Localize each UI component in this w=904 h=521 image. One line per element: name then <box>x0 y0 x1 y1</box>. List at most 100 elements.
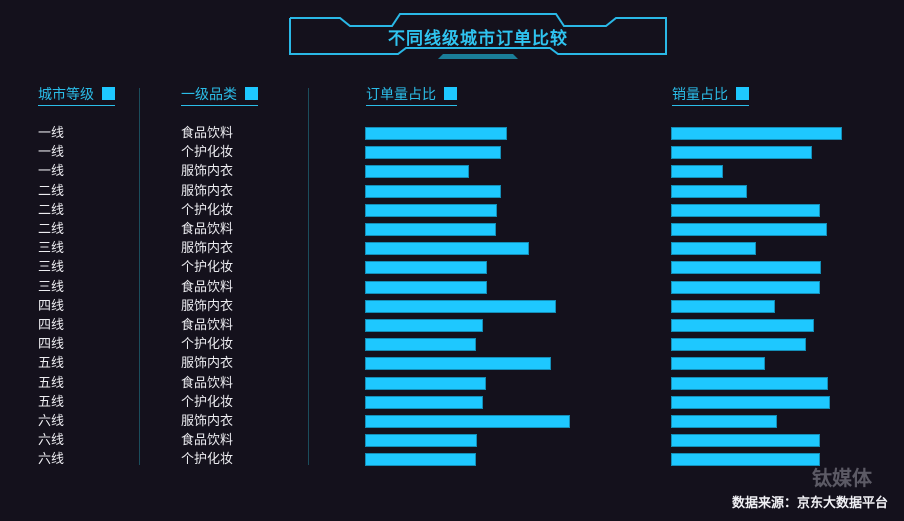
sales-share-bar <box>671 280 820 294</box>
city-level-label: 一线 <box>38 126 65 141</box>
city-level-label: 五线 <box>38 375 65 391</box>
table-row: 二线 个护化妆 <box>0 201 904 220</box>
order-share-bar <box>365 146 501 160</box>
chart-title: 不同线级城市订单比较 <box>388 29 568 49</box>
order-share-bar <box>365 127 507 140</box>
sales-share-bar <box>671 357 765 371</box>
table-row: 四线 食品饮料 <box>0 316 904 335</box>
order-share-bar <box>365 395 483 409</box>
sales-share-bar <box>671 184 747 198</box>
data-source: 数据来源：京东大数据平台 <box>731 496 888 511</box>
column-divider <box>139 88 140 465</box>
category-label: 食品饮料 <box>181 318 234 333</box>
table-row: 一线 食品饮料 <box>0 124 904 143</box>
category-label: 个护化妆 <box>181 337 234 353</box>
category-label: 个护化妆 <box>181 394 234 410</box>
category-label: 服饰内衣 <box>181 164 234 180</box>
sales-share-bar <box>671 146 812 160</box>
category-label: 食品饮料 <box>181 126 234 141</box>
sales-share-bar <box>671 127 842 140</box>
order-share-bar <box>365 242 529 256</box>
category-label: 个护化妆 <box>181 202 234 218</box>
header-city-level: 城市等级 <box>38 86 115 106</box>
city-level-label: 四线 <box>38 298 65 314</box>
sales-share-bar <box>671 299 775 313</box>
order-share-bar <box>365 223 496 236</box>
table-row: 二线 服饰内衣 <box>0 182 904 201</box>
order-share-bar <box>365 376 486 390</box>
table-row: 三线 个护化妆 <box>0 258 904 277</box>
order-share-bar <box>365 453 476 467</box>
table-row: 一线 服饰内衣 <box>0 162 904 181</box>
category-label: 个护化妆 <box>181 145 234 161</box>
legend-square-icon <box>245 87 258 100</box>
city-level-label: 四线 <box>38 337 65 353</box>
city-level-label: 三线 <box>38 260 65 276</box>
legend-square-icon <box>736 87 749 100</box>
sales-share-bar <box>671 319 814 332</box>
table-row: 四线 服饰内衣 <box>0 297 904 316</box>
table-row: 六线 食品饮料 <box>0 431 904 450</box>
sales-share-bar <box>671 165 723 179</box>
order-share-bar <box>365 203 497 217</box>
sales-share-bar <box>671 376 828 390</box>
city-level-label: 六线 <box>38 433 65 449</box>
sales-share-bar <box>671 242 756 256</box>
category-label: 服饰内衣 <box>181 298 234 314</box>
sales-share-bar <box>671 453 820 467</box>
table-row: 二线 食品饮料 <box>0 220 904 239</box>
watermark: 钛媒体 <box>812 466 872 490</box>
order-share-bar <box>365 357 551 371</box>
category-label: 食品饮料 <box>181 222 234 237</box>
order-share-bar <box>365 184 501 198</box>
order-share-bar <box>365 299 556 313</box>
city-level-label: 六线 <box>38 452 65 468</box>
sales-share-bar <box>671 203 820 217</box>
city-level-label: 一线 <box>38 164 65 180</box>
column-divider <box>308 88 309 465</box>
order-share-bar <box>365 261 487 275</box>
city-level-label: 二线 <box>38 202 65 218</box>
table-row: 五线 食品饮料 <box>0 374 904 393</box>
category-label: 服饰内衣 <box>181 414 234 429</box>
sales-share-bar <box>671 415 777 428</box>
city-level-label: 一线 <box>38 145 65 161</box>
order-share-bar <box>365 280 487 294</box>
order-share-bar <box>365 319 483 332</box>
header-order-share: 订单量占比 <box>366 86 457 106</box>
category-label: 服饰内衣 <box>181 241 234 257</box>
table-row: 五线 个护化妆 <box>0 393 904 412</box>
order-share-bar <box>365 165 469 179</box>
city-level-label: 三线 <box>38 241 65 257</box>
city-level-label: 五线 <box>38 394 65 410</box>
category-label: 服饰内衣 <box>181 183 234 199</box>
category-label: 食品饮料 <box>181 375 234 391</box>
table-row: 三线 食品饮料 <box>0 278 904 297</box>
table-row: 六线 个护化妆 <box>0 450 904 469</box>
legend-square-icon <box>444 87 457 100</box>
table-row: 三线 服饰内衣 <box>0 239 904 258</box>
sales-share-bar <box>671 338 806 352</box>
order-share-bar <box>365 415 570 428</box>
city-level-label: 二线 <box>38 222 65 237</box>
title-frame: 不同线级城市订单比较 <box>288 10 668 60</box>
category-label: 个护化妆 <box>181 452 234 468</box>
sales-share-bar <box>671 395 830 409</box>
city-level-label: 三线 <box>38 279 65 295</box>
header-category: 一级品类 <box>181 86 258 106</box>
city-level-label: 六线 <box>38 414 65 429</box>
table-row: 四线 个护化妆 <box>0 335 904 354</box>
city-level-label: 五线 <box>38 356 65 372</box>
header-sales-share: 销量占比 <box>672 86 749 106</box>
legend-square-icon <box>102 87 115 100</box>
category-label: 服饰内衣 <box>181 356 234 372</box>
order-share-bar <box>365 338 476 352</box>
city-level-label: 四线 <box>38 318 65 333</box>
sales-share-bar <box>671 223 827 236</box>
sales-share-bar <box>671 434 820 448</box>
category-label: 食品饮料 <box>181 433 234 449</box>
category-label: 食品饮料 <box>181 279 234 295</box>
table-row: 六线 服饰内衣 <box>0 412 904 431</box>
table-row: 一线 个护化妆 <box>0 143 904 162</box>
category-label: 个护化妆 <box>181 260 234 276</box>
